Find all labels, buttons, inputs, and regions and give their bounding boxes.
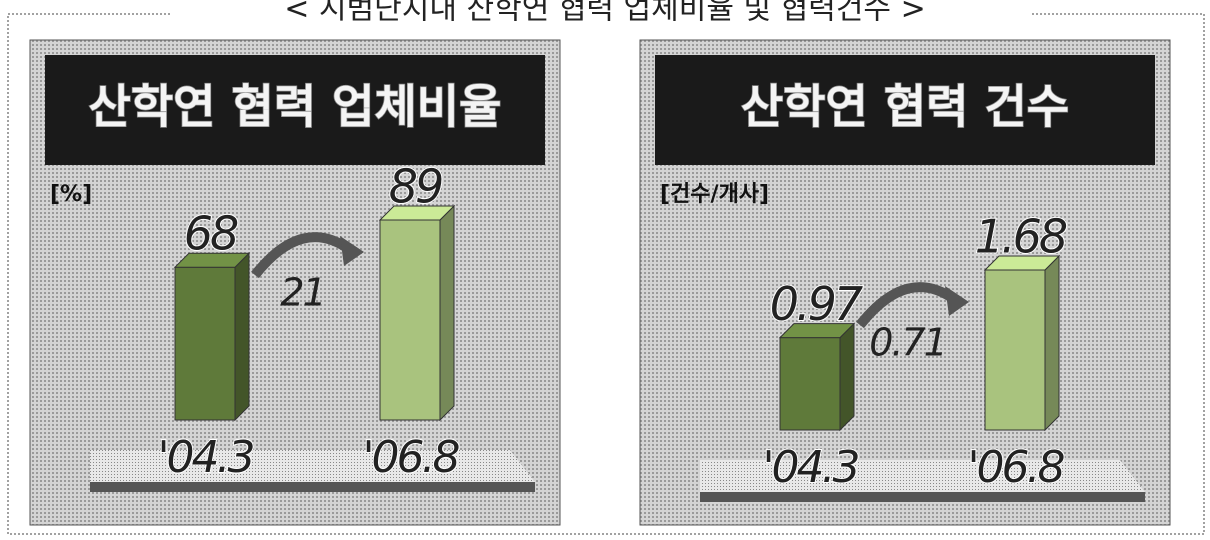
bar-side [1044,254,1060,432]
bar [984,269,1046,431]
arrow-head [340,236,364,266]
unit-label: [%] [50,182,92,207]
panel-header [45,55,545,165]
bar [174,266,236,421]
bar-top [778,323,856,339]
data-label: 68 [184,207,238,261]
bar-top [983,255,1061,271]
x-tick-label: '06.8 [967,442,1064,493]
unit-label: [건수/개사] [660,182,769,207]
data-label: 0.97 [770,277,863,331]
x-tick-label: '06.8 [362,432,459,483]
data-label: 89 [389,160,442,214]
page-title: < 시범단지내 산학연 협력 업체비율 및 협력건수 > [284,0,925,27]
arrow [251,232,353,279]
bar [779,337,841,431]
annotation: 21 [280,271,324,315]
bar-top [378,205,456,221]
title-backdrop [170,0,1030,30]
platform [90,450,535,482]
data-label: 1.68 [975,210,1067,264]
x-tick-label: '04.3 [157,432,253,483]
platform [700,460,1145,492]
bar-side [839,322,855,432]
bar-side [439,204,455,422]
chart-title: 산학연 협력 건수 [741,80,1069,134]
bar-side [234,251,250,422]
chart-title: 산학연 협력 업체비율 [89,80,502,134]
arrow [856,282,958,329]
bar [379,219,441,421]
annotation: 0.71 [869,321,946,365]
x-tick-label: '04.3 [762,442,858,493]
bar-top [173,252,251,268]
platform-edge [700,492,1145,502]
panel-header [655,55,1155,165]
arrow-head [945,286,969,316]
platform-edge [90,482,535,492]
